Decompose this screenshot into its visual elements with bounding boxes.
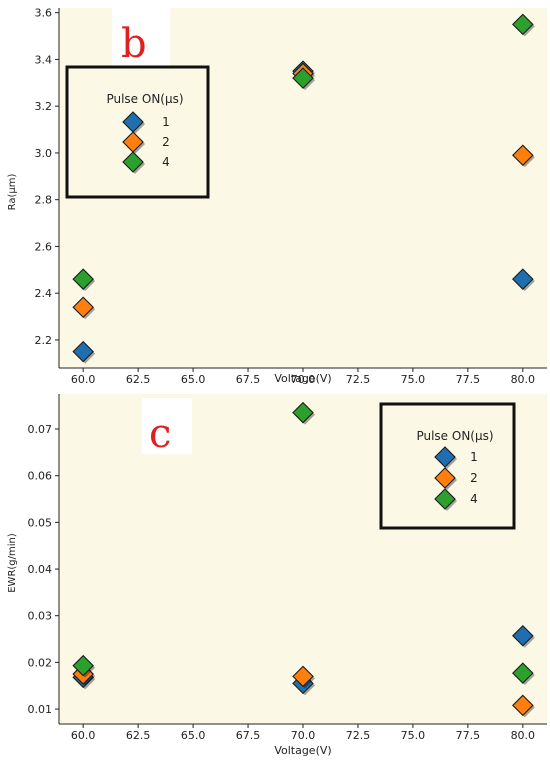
marker-diamond bbox=[512, 662, 534, 684]
legend-entry-label: 1 bbox=[470, 450, 478, 464]
y-tick-label: 2.4 bbox=[35, 287, 53, 300]
y-axis-label: EWR(g/min) bbox=[7, 533, 18, 593]
data-point-series-2 bbox=[72, 296, 96, 320]
data-point-series-4 bbox=[292, 401, 315, 425]
y-tick-label: 0.02 bbox=[28, 656, 53, 669]
legend-entry-label: 1 bbox=[162, 115, 170, 129]
panel-label: c bbox=[149, 411, 171, 457]
y-tick-label: 3.0 bbox=[35, 147, 53, 160]
marker-diamond bbox=[292, 67, 314, 89]
x-tick-label: 77.5 bbox=[456, 729, 481, 742]
legend-marker-4 bbox=[434, 488, 457, 511]
data-point-series-4 bbox=[72, 268, 96, 292]
legend-marker-4 bbox=[122, 151, 145, 174]
legend-entry-label: 2 bbox=[162, 135, 170, 149]
marker-diamond bbox=[72, 340, 94, 363]
data-point-series-1 bbox=[512, 268, 535, 292]
data-point-series-2 bbox=[512, 144, 535, 168]
data-point-series-1 bbox=[72, 340, 96, 364]
x-tick-label: 80.0 bbox=[511, 729, 536, 742]
data-point-series-1 bbox=[512, 625, 535, 648]
x-tick-label: 60.0 bbox=[71, 373, 96, 386]
x-tick-label: 65.0 bbox=[181, 729, 206, 742]
data-point-series-4 bbox=[292, 67, 315, 91]
marker-diamond bbox=[292, 665, 314, 688]
x-tick-label: 75.0 bbox=[401, 373, 426, 386]
marker-diamond bbox=[292, 401, 314, 424]
data-point-series-4 bbox=[512, 662, 535, 686]
legend-marker-2 bbox=[434, 467, 457, 490]
legend-title: Pulse ON(µs) bbox=[416, 429, 493, 443]
x-tick-label: 65.0 bbox=[181, 373, 206, 386]
x-tick-label: 70.0 bbox=[291, 373, 316, 386]
y-tick-label: 2.8 bbox=[35, 194, 53, 207]
marker-diamond bbox=[512, 268, 534, 290]
panel-label-box bbox=[112, 8, 170, 68]
x-tick-label: 80.0 bbox=[511, 373, 536, 386]
legend-entry-label: 4 bbox=[470, 492, 478, 506]
marker-diamond bbox=[72, 268, 94, 290]
x-tick-label: 72.5 bbox=[346, 373, 371, 386]
x-tick-label: 60.0 bbox=[71, 729, 96, 742]
y-tick-label: 2.6 bbox=[35, 240, 53, 253]
legend-marker-1 bbox=[434, 446, 457, 469]
marker-diamond bbox=[434, 467, 456, 489]
chart-panel-b: 60.0 62.5 65.0 67.5 70.0 72.5 75.0 77.5 80.0 2.2 2… bbox=[7, 7, 547, 386]
marker-diamond bbox=[72, 654, 94, 677]
marker-diamond bbox=[512, 625, 534, 647]
marker-diamond bbox=[512, 13, 534, 36]
y-tick-label: 0.07 bbox=[28, 423, 53, 436]
x-tick-label: 62.5 bbox=[126, 729, 151, 742]
x-tick-label: 67.5 bbox=[236, 729, 261, 742]
x-tick-label: 72.5 bbox=[346, 729, 371, 742]
y-axis-label: Ra(µm) bbox=[7, 174, 18, 211]
x-axis-label: Voltage(V) bbox=[274, 372, 331, 385]
y-tick-label: 0.01 bbox=[28, 703, 53, 716]
x-tick-label: 75.0 bbox=[401, 729, 426, 742]
data-point-series-4 bbox=[512, 13, 535, 37]
y-tick-label: 0.03 bbox=[28, 610, 53, 623]
marker-diamond bbox=[434, 446, 456, 468]
x-tick-label: 77.5 bbox=[456, 373, 481, 386]
x-axis-label: Voltage(V) bbox=[274, 744, 331, 757]
data-point-series-4 bbox=[72, 654, 96, 678]
x-tick-label: 67.5 bbox=[236, 373, 261, 386]
marker-diamond bbox=[434, 488, 456, 510]
data-point-series-2 bbox=[292, 665, 315, 689]
y-tick-label: 0.04 bbox=[28, 563, 53, 576]
y-tick-label: 0.05 bbox=[28, 516, 53, 529]
y-tick-label: 3.2 bbox=[35, 100, 53, 113]
x-tick-label: 70.0 bbox=[291, 729, 316, 742]
data-point-series-2 bbox=[512, 694, 535, 718]
panel-label-box bbox=[142, 398, 192, 454]
marker-diamond bbox=[72, 296, 94, 318]
legend-entry-label: 2 bbox=[470, 471, 478, 485]
legend-box bbox=[379, 402, 516, 530]
marker-diamond bbox=[512, 144, 534, 167]
y-tick-label: 0.06 bbox=[28, 470, 53, 483]
legend-entry-label: 4 bbox=[162, 155, 170, 169]
panel-label: b bbox=[121, 21, 147, 67]
legend-box bbox=[65, 65, 210, 199]
marker-diamond bbox=[512, 694, 534, 717]
y-tick-label: 2.2 bbox=[35, 334, 53, 347]
x-tick-label: 62.5 bbox=[126, 373, 151, 386]
legend-title: Pulse ON(µs) bbox=[106, 92, 183, 106]
y-tick-label: 3.6 bbox=[35, 7, 53, 20]
chart-panel-c: 60.0 62.5 65.0 67.5 70.0 72.5 75.0 77.5 80.0 0.01… bbox=[7, 394, 547, 757]
marker-diamond bbox=[122, 151, 144, 173]
y-tick-label: 3.4 bbox=[35, 53, 53, 66]
